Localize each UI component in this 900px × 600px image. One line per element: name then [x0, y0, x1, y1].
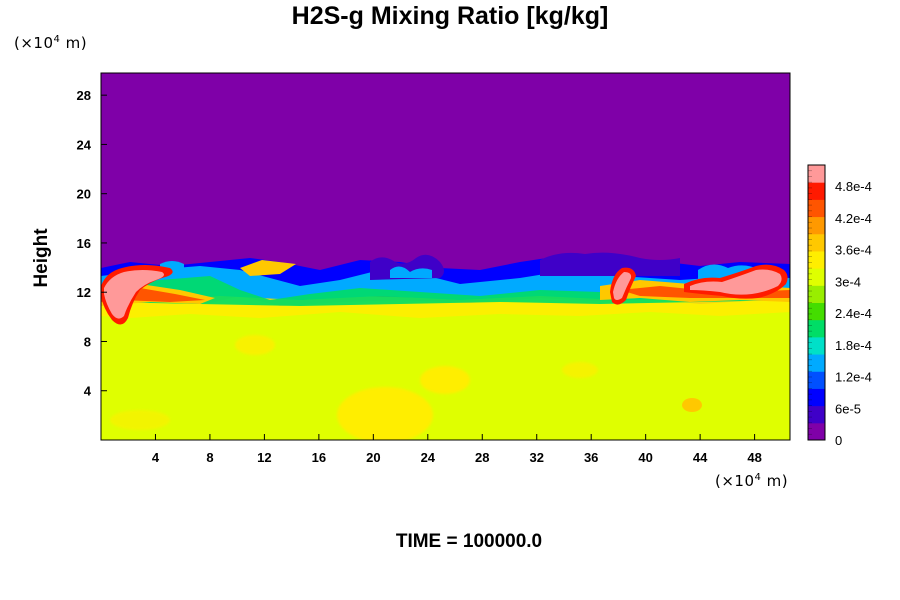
- y-tick-label: 12: [77, 285, 91, 300]
- colorbar-swatch: [808, 302, 825, 321]
- colorbar-swatch: [808, 354, 825, 372]
- x-tick-label: 8: [206, 450, 213, 465]
- x-tick-label: 4: [152, 450, 160, 465]
- y-tick-label: 28: [77, 88, 91, 103]
- colorbar-label: 6e-5: [835, 401, 861, 416]
- colorbar-label: 0: [835, 433, 842, 448]
- x-tick-label: 32: [529, 450, 543, 465]
- x-tick-label: 20: [366, 450, 380, 465]
- colorbar-swatch: [808, 405, 825, 424]
- colorbar-label: 1.8e-4: [835, 338, 872, 353]
- colorbar-swatch: [808, 285, 825, 303]
- y-axis-ticks: 4 8 12 16 20 24 28: [77, 88, 107, 399]
- colorbar-swatch: [808, 371, 825, 389]
- colorbar-swatch: [808, 268, 825, 286]
- x-tick-label: 24: [421, 450, 436, 465]
- y-tick-label: 24: [77, 137, 92, 152]
- colorbar-swatch: [808, 250, 825, 269]
- plot-frame: [100, 72, 791, 441]
- chart-title: H2S-g Mixing Ratio [kg/kg]: [291, 2, 609, 30]
- x-tick-label: 40: [638, 450, 652, 465]
- colorbar-label: 2.4e-4: [835, 306, 872, 321]
- colorbar-swatch: [808, 319, 825, 338]
- colorbar-swatch: [808, 199, 825, 218]
- colorbar-swatch: [808, 182, 825, 200]
- x-tick-label: 36: [584, 450, 598, 465]
- colorbar-swatch: [808, 422, 825, 441]
- colorbar-label: 4.8e-4: [835, 179, 872, 194]
- x-tick-label: 48: [747, 450, 761, 465]
- colorbar-swatch: [808, 233, 825, 252]
- y-tick-label: 16: [77, 236, 91, 251]
- x-axis-unit: (×104 m): [715, 472, 789, 490]
- heatmap-field: [101, 73, 790, 440]
- time-label: TIME = 100000.0: [395, 531, 543, 552]
- colorbar-frame: [807, 164, 826, 441]
- x-tick-label: 44: [693, 450, 708, 465]
- y-tick-label: 20: [77, 187, 91, 202]
- colorbar-label: 1.2e-4: [835, 370, 872, 385]
- colorbar-swatch: [808, 165, 825, 183]
- x-tick-label: 28: [475, 450, 489, 465]
- x-axis-ticks: 4 8 12 16 20 24 28 32 36 40 44 48: [152, 434, 762, 465]
- x-tick-label: 12: [257, 450, 271, 465]
- y-tick-label: 4: [84, 384, 92, 399]
- colorbar: 0 6e-5 1.2e-4 1.8e-4 2.4e-4 3e-4 3.6e-4 4.2e-4 4…: [807, 164, 872, 448]
- x-tick-label: 16: [312, 450, 326, 465]
- colorbar-swatch: [808, 216, 825, 235]
- y-axis-unit: (×104 m): [14, 34, 88, 52]
- colorbar-label: 3.6e-4: [835, 243, 872, 258]
- colorbar-swatch: [808, 388, 825, 407]
- colorbar-label: 3e-4: [835, 274, 861, 289]
- colorbar-swatch: [808, 336, 825, 355]
- colorbar-label: 4.2e-4: [835, 211, 872, 226]
- y-tick-label: 8: [84, 334, 91, 349]
